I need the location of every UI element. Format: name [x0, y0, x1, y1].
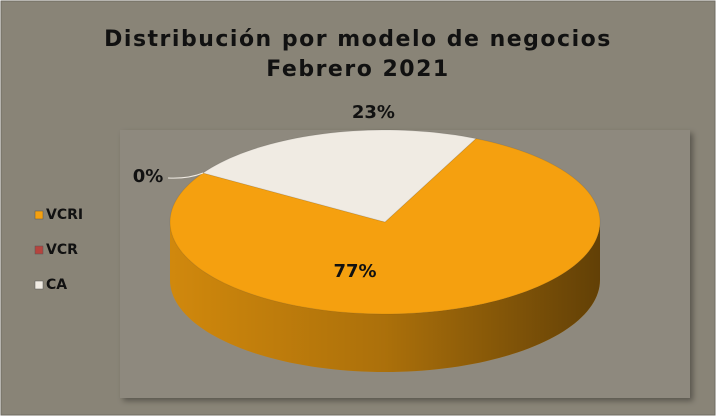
legend-swatch: [34, 210, 44, 220]
chart-subtitle: Febrero 2021: [266, 57, 449, 82]
pie-side-shade: [170, 222, 600, 372]
pie-slice: [169, 138, 601, 315]
chart-title: Distribución por modelo de negocios: [104, 27, 612, 52]
leader-line: [168, 172, 204, 179]
data-label: 0%: [133, 166, 164, 187]
legend-swatch: [34, 280, 44, 290]
legend-label: VCRI: [46, 207, 83, 223]
legend-label: CA: [46, 277, 67, 293]
data-label: 77%: [333, 261, 376, 282]
data-label: 23%: [352, 102, 395, 123]
legend-label: VCR: [46, 242, 78, 258]
pie-slice: [201, 129, 477, 223]
legend-swatch: [34, 245, 44, 255]
